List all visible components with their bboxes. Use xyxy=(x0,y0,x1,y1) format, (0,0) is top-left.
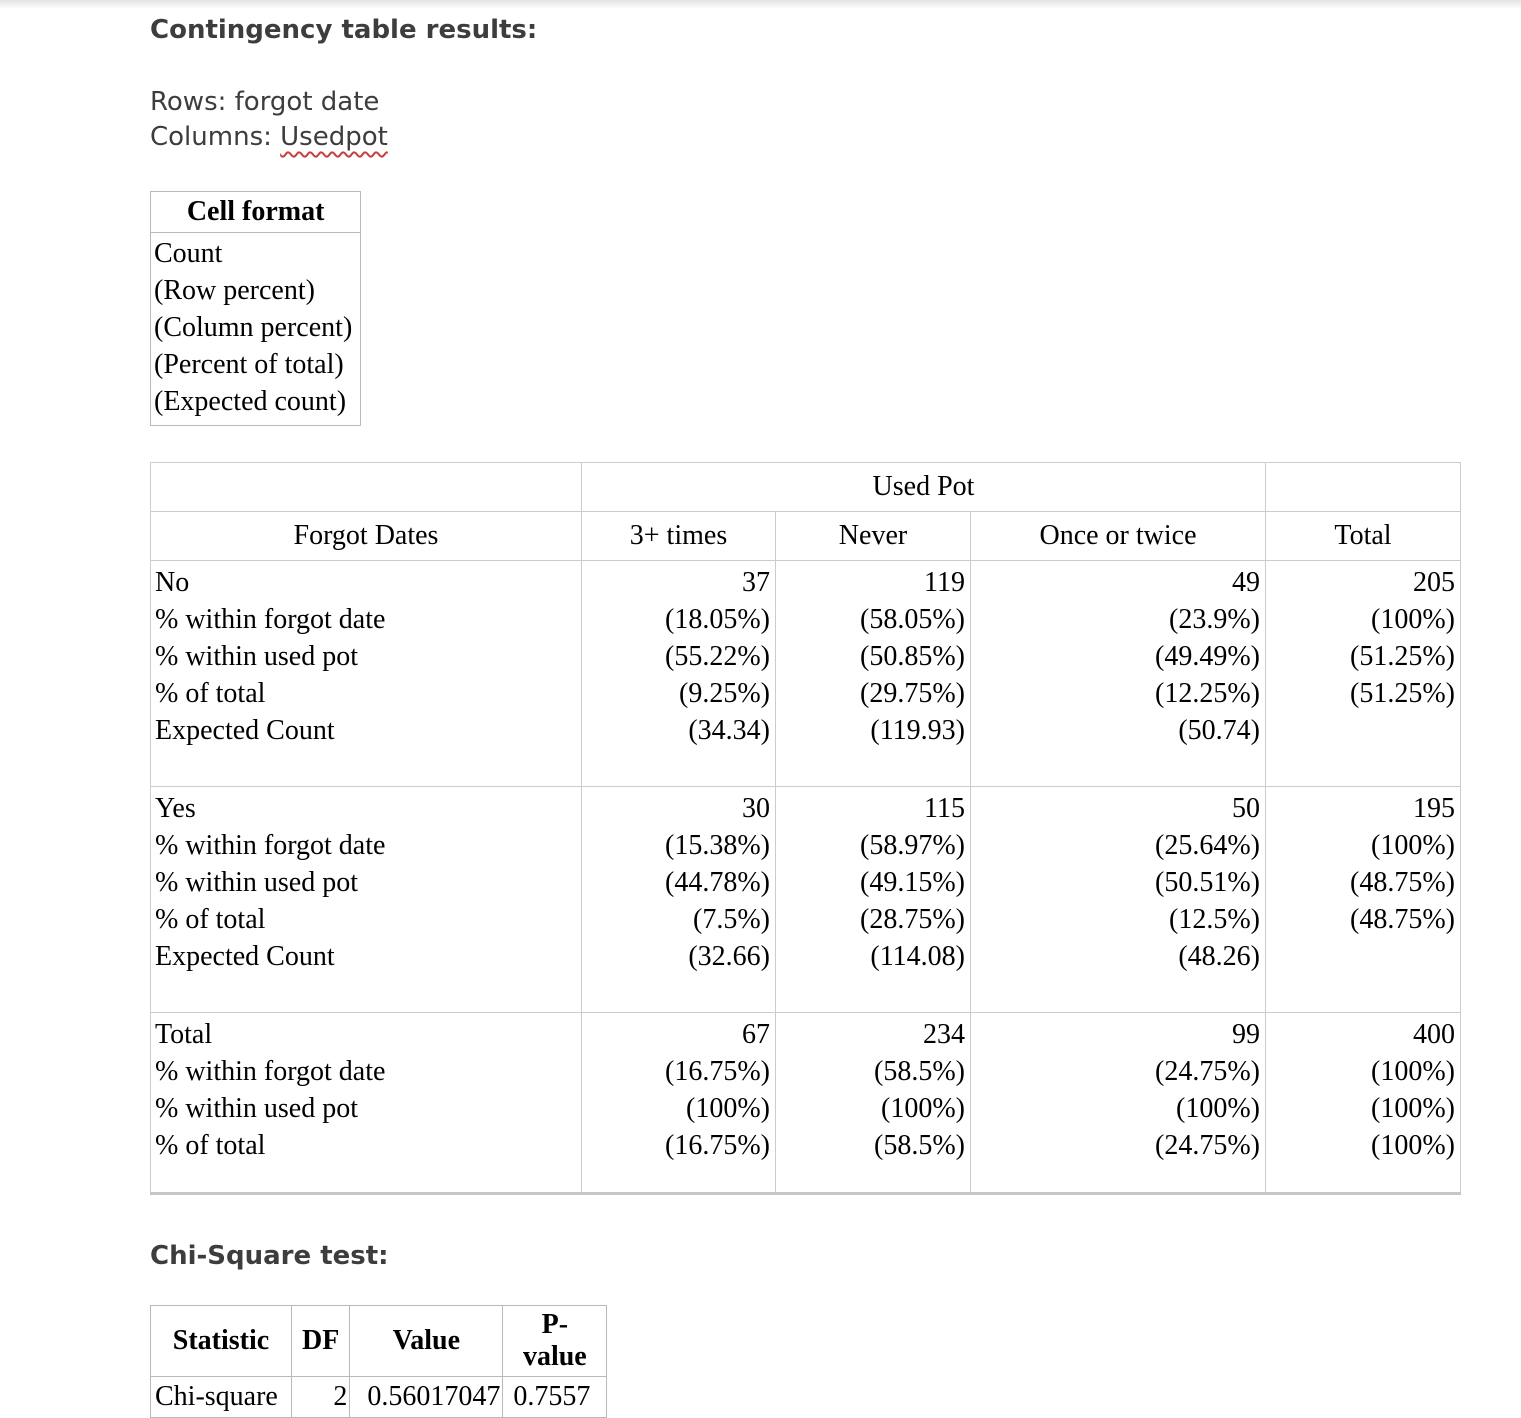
chi-header-pvalue: P-value xyxy=(502,1305,608,1377)
row-block-no: No % within forgot date % within used po… xyxy=(150,560,1461,787)
no-never-cell: 119 (58.05%) (50.85%) (29.75%) (119.93) xyxy=(775,560,971,787)
yes-total-cell: 195 (100%) (48.75%) (48.75%) xyxy=(1265,786,1461,1013)
cell-format-header-row: Cell format xyxy=(149,191,362,233)
cell-format-header: Cell format xyxy=(149,191,362,233)
col-header-total: Total xyxy=(1265,511,1461,561)
columns-label: Columns: xyxy=(150,122,281,152)
results-report: Contingency table results: Rows: forgot … xyxy=(0,15,1521,1418)
yes-never-cell: 115 (58.97%) (49.15%) (28.75%) (114.08) xyxy=(775,786,971,1013)
panel-top-edge xyxy=(0,0,1521,9)
no-3plus-cell: 37 (18.05%) (55.22%) (9.25%) (34.34) xyxy=(581,560,776,787)
chi-square-table: Statistic DF Value P-value Chi-square 2 … xyxy=(150,1305,608,1418)
page-title: Contingency table results: xyxy=(150,15,538,45)
chi-square-title: Chi-Square test: xyxy=(150,1241,389,1271)
no-once-or-twice-cell: 49 (23.9%) (49.49%) (12.25%) (50.74) xyxy=(970,560,1266,787)
total-row-labels: Total % within forgot date % within used… xyxy=(150,1012,582,1194)
yes-3plus-cell: 30 (15.38%) (44.78%) (7.5%) (32.66) xyxy=(581,786,776,1013)
col-header-never: Never xyxy=(775,511,971,561)
chi-square-header-row: Statistic DF Value P-value xyxy=(150,1305,608,1377)
col-header-3plus: 3+ times xyxy=(581,511,776,561)
total-3plus-cell: 67 (16.75%) (100%) (16.75%) xyxy=(581,1012,776,1194)
yes-once-or-twice-cell: 50 (25.64%) (50.51%) (12.5%) (48.26) xyxy=(970,786,1266,1013)
col-header-once-or-twice: Once or twice xyxy=(970,511,1266,561)
row-block-yes: Yes % within forgot date % within used p… xyxy=(150,786,1461,1013)
used-pot-span-header: Used Pot xyxy=(581,462,1266,512)
total-once-or-twice-cell: 99 (24.75%) (100%) (24.75%) xyxy=(970,1012,1266,1194)
chi-value-cell: 0.56017047 xyxy=(349,1376,504,1418)
columns-variable-name: Usedpot xyxy=(280,122,388,152)
no-total-cell: 205 (100%) (51.25%) (51.25%) xyxy=(1265,560,1461,787)
yes-row-labels: Yes % within forgot date % within used p… xyxy=(150,786,582,1013)
cell-format-lines: Count (Row percent) (Column percent) (Pe… xyxy=(149,232,362,426)
chi-header-statistic: Statistic xyxy=(150,1305,292,1377)
columns-variable-line: Columns: Usedpot xyxy=(150,120,1521,155)
span-header-row: Used Pot xyxy=(150,462,1461,512)
cell-format-table: Cell format Count (Row percent) (Column … xyxy=(149,191,362,426)
chi-header-df: DF xyxy=(290,1305,351,1377)
empty-total-header-cell xyxy=(1265,462,1461,512)
total-never-cell: 234 (58.5%) (100%) (58.5%) xyxy=(775,1012,971,1194)
total-total-cell: 400 (100%) (100%) (100%) xyxy=(1265,1012,1461,1194)
chi-square-data-row: Chi-square 2 0.56017047 0.7557 xyxy=(150,1376,608,1418)
chi-statistic-cell: Chi-square xyxy=(150,1376,292,1418)
contingency-table: Used Pot Forgot Dates 3+ times Never Onc… xyxy=(150,462,1461,1195)
chi-pvalue-cell: 0.7557 xyxy=(502,1376,608,1418)
row-block-total: Total % within forgot date % within used… xyxy=(150,1012,1461,1194)
chi-df-cell: 2 xyxy=(290,1376,351,1418)
cell-format-body-row: Count (Row percent) (Column percent) (Pe… xyxy=(149,232,362,426)
column-header-row: Forgot Dates 3+ times Never Once or twic… xyxy=(150,511,1461,561)
rows-variable-line: Rows: forgot date xyxy=(150,87,380,117)
row-variable-header: Forgot Dates xyxy=(150,511,582,561)
empty-corner-cell xyxy=(150,462,582,512)
no-row-labels: No % within forgot date % within used po… xyxy=(150,560,582,787)
chi-header-value: Value xyxy=(349,1305,504,1377)
